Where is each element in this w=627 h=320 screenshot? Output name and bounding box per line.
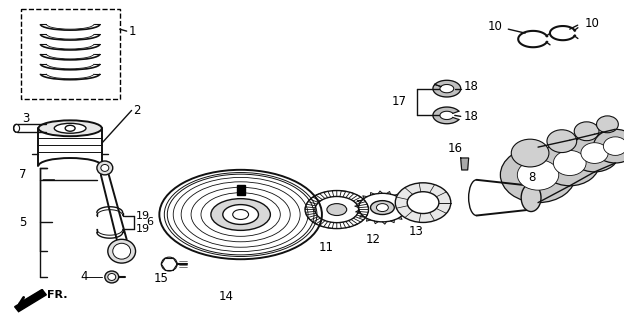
Text: 18: 18 [464,80,478,93]
Ellipse shape [511,139,549,167]
Ellipse shape [594,129,627,163]
Text: 12: 12 [366,233,381,246]
Ellipse shape [108,274,116,280]
Text: 15: 15 [154,272,169,285]
Text: 10: 10 [584,17,599,30]
Text: 3: 3 [23,112,30,125]
Ellipse shape [97,161,113,175]
Polygon shape [433,80,461,97]
Polygon shape [461,158,468,170]
Text: 10: 10 [488,20,503,33]
Text: 7: 7 [19,168,26,181]
Ellipse shape [211,199,270,230]
Ellipse shape [223,204,258,224]
Text: 13: 13 [409,225,424,238]
Ellipse shape [540,140,599,186]
Ellipse shape [55,123,86,133]
Ellipse shape [500,147,576,203]
Ellipse shape [38,120,102,136]
Text: 19: 19 [135,211,150,220]
Ellipse shape [371,201,394,214]
Text: 8: 8 [528,171,535,184]
Ellipse shape [521,184,541,212]
Ellipse shape [603,137,627,156]
Text: 5: 5 [19,216,26,229]
Ellipse shape [570,134,619,172]
Ellipse shape [574,122,599,141]
Ellipse shape [554,150,586,175]
Ellipse shape [113,243,130,259]
Ellipse shape [596,116,618,133]
Polygon shape [433,107,459,124]
Text: 6: 6 [147,218,154,228]
Bar [21,9,120,99]
Ellipse shape [101,164,109,172]
Ellipse shape [105,271,119,283]
Ellipse shape [395,183,451,222]
Ellipse shape [547,130,577,153]
Text: 18: 18 [464,110,478,123]
Text: FR.: FR. [47,290,68,300]
Ellipse shape [327,204,347,215]
Ellipse shape [376,204,388,212]
Bar [236,185,245,195]
Ellipse shape [407,192,439,213]
Text: 17: 17 [392,95,407,108]
Text: 19: 19 [135,224,150,234]
Ellipse shape [108,239,135,263]
Text: 16: 16 [447,142,462,155]
Ellipse shape [581,143,608,164]
Text: 11: 11 [319,241,334,254]
Ellipse shape [517,160,559,190]
Text: 14: 14 [218,290,233,303]
Text: 2: 2 [134,104,141,117]
Polygon shape [14,290,46,312]
Text: 1: 1 [129,25,136,38]
Text: 4: 4 [80,270,88,284]
